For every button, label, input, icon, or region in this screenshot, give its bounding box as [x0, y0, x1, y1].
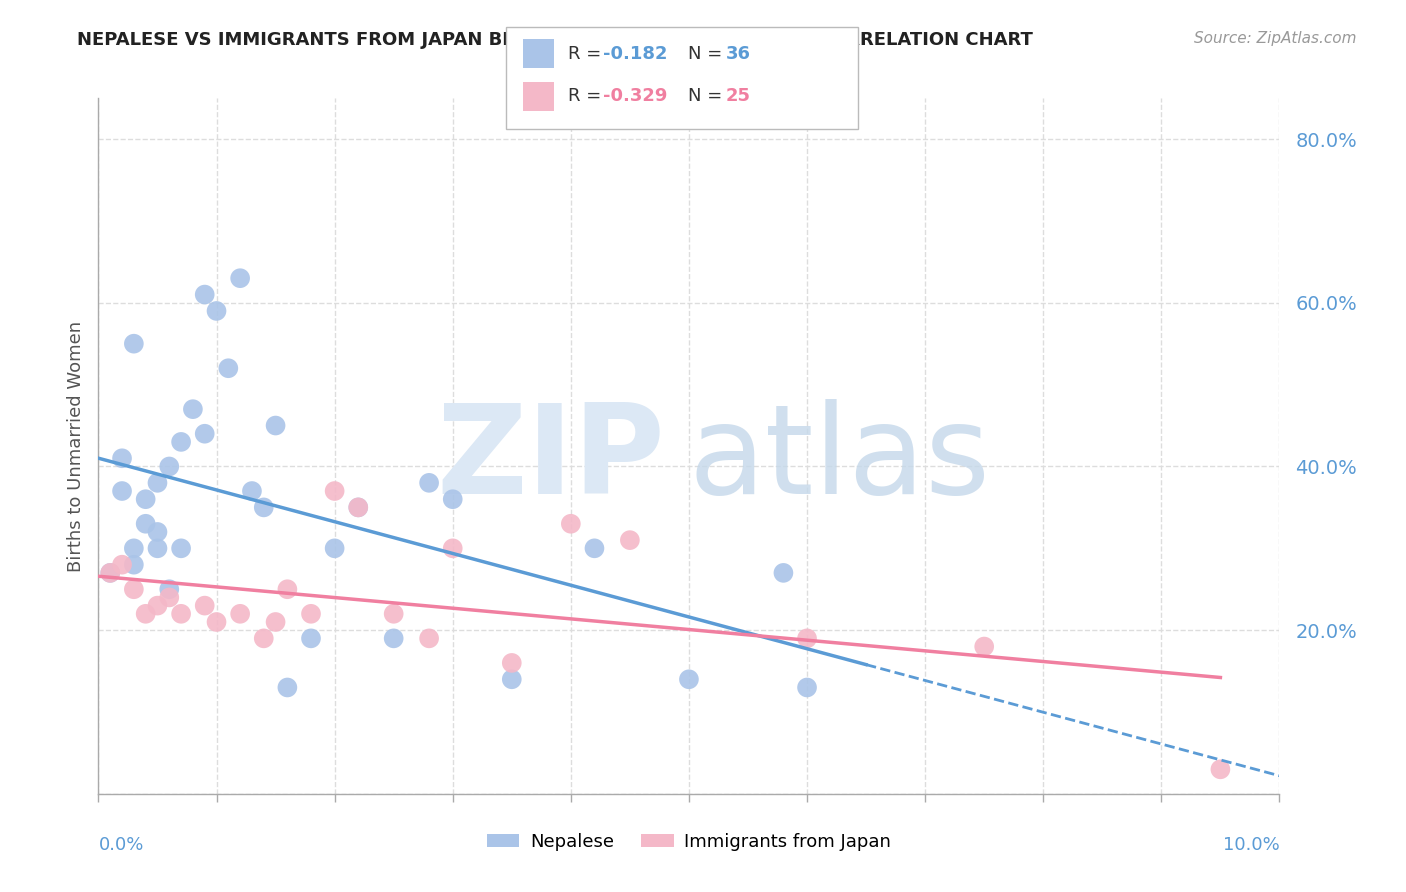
- Point: [170, 541, 193, 556]
- Point: [583, 541, 606, 556]
- Point: [441, 492, 464, 507]
- Point: [146, 599, 169, 613]
- Point: [299, 607, 322, 621]
- Point: [111, 558, 134, 572]
- Point: [98, 566, 121, 580]
- Text: 10.0%: 10.0%: [1223, 836, 1279, 854]
- Point: [276, 681, 298, 695]
- Text: 25: 25: [725, 87, 751, 105]
- Point: [157, 459, 180, 474]
- Point: [146, 541, 169, 556]
- Point: [122, 582, 145, 597]
- Point: [122, 541, 145, 556]
- Point: [323, 541, 346, 556]
- Text: -0.182: -0.182: [603, 45, 668, 62]
- Point: [973, 640, 995, 654]
- Text: N =: N =: [688, 45, 727, 62]
- Point: [157, 591, 180, 605]
- Point: [560, 516, 582, 531]
- Point: [418, 475, 440, 490]
- Text: Source: ZipAtlas.com: Source: ZipAtlas.com: [1194, 31, 1357, 46]
- Point: [501, 673, 523, 687]
- Y-axis label: Births to Unmarried Women: Births to Unmarried Women: [66, 320, 84, 572]
- Point: [347, 500, 370, 515]
- Point: [111, 451, 134, 466]
- Point: [441, 541, 464, 556]
- Point: [240, 483, 263, 498]
- Point: [194, 287, 217, 301]
- Point: [796, 681, 818, 695]
- Point: [253, 500, 276, 515]
- Point: [194, 426, 217, 441]
- Point: [772, 566, 794, 580]
- Point: [157, 582, 180, 597]
- Point: [382, 607, 405, 621]
- Point: [135, 607, 157, 621]
- Point: [276, 582, 298, 597]
- Point: [299, 632, 322, 646]
- Point: [170, 607, 193, 621]
- Point: [418, 632, 440, 646]
- Point: [229, 271, 252, 285]
- Text: atlas: atlas: [689, 400, 991, 520]
- Text: 0.0%: 0.0%: [98, 836, 143, 854]
- Point: [111, 483, 134, 498]
- Point: [135, 492, 157, 507]
- Point: [264, 615, 287, 629]
- Point: [98, 566, 121, 580]
- Point: [205, 304, 228, 318]
- Point: [205, 615, 228, 629]
- Point: [619, 533, 641, 548]
- Point: [181, 402, 204, 417]
- Text: N =: N =: [688, 87, 727, 105]
- Point: [678, 673, 700, 687]
- Point: [217, 361, 239, 376]
- Point: [146, 524, 169, 539]
- Text: ZIP: ZIP: [437, 400, 665, 520]
- Point: [347, 500, 370, 515]
- Legend: Nepalese, Immigrants from Japan: Nepalese, Immigrants from Japan: [486, 833, 891, 851]
- Text: R =: R =: [568, 45, 607, 62]
- Text: R =: R =: [568, 87, 607, 105]
- Point: [382, 632, 405, 646]
- Point: [501, 656, 523, 670]
- Point: [122, 558, 145, 572]
- Point: [1209, 762, 1232, 776]
- Point: [264, 418, 287, 433]
- Point: [170, 434, 193, 449]
- Point: [253, 632, 276, 646]
- Point: [323, 483, 346, 498]
- Point: [135, 516, 157, 531]
- Point: [194, 599, 217, 613]
- Point: [229, 607, 252, 621]
- Point: [122, 336, 145, 351]
- Text: 36: 36: [725, 45, 751, 62]
- Text: -0.329: -0.329: [603, 87, 668, 105]
- Point: [146, 475, 169, 490]
- Point: [796, 632, 818, 646]
- Text: NEPALESE VS IMMIGRANTS FROM JAPAN BIRTHS TO UNMARRIED WOMEN CORRELATION CHART: NEPALESE VS IMMIGRANTS FROM JAPAN BIRTHS…: [77, 31, 1033, 49]
